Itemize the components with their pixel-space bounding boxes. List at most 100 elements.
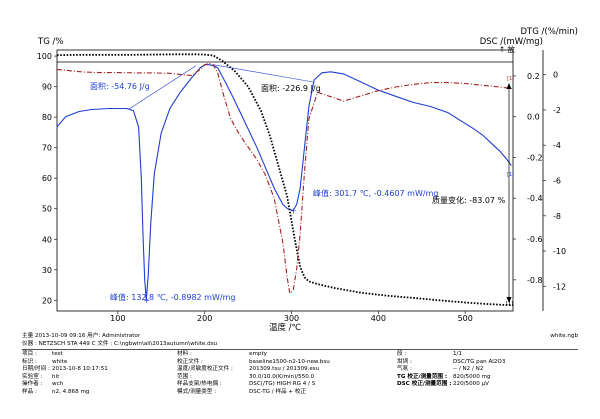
dtg-tick-label: -6 [553,177,561,186]
x-tick-label: 400 [371,314,386,323]
peak-1-marker: + [143,296,150,305]
info-key: 样品支架/热电偶 : [177,381,222,388]
info-row: 样品支架/热电偶 : DSC(/TG) HIGH RG 4 / S [177,381,330,389]
info-key: TG 校正/测量范围 : [397,373,448,380]
tg-tick-label: 100 [37,52,52,61]
tg-tick-label: 40 [42,235,52,244]
dtg-tick-label: -2 [553,106,561,115]
exo-direction-label: ↑ 放 [499,44,516,54]
tg-axis-label: TG /% [37,37,63,47]
info-row: 段 : 1/1 [397,351,505,359]
info-value: DSC/TG pan Al2O3 [453,358,506,365]
info-row: 模式/测量类型 : DSC-TG / 样品 + 校正 [177,389,330,397]
info-row: 标识 : white [22,359,108,367]
info-key: 校正文件 : [177,358,204,365]
dsc-tick-label: -0.6 [527,235,543,244]
mass-change-arrow-head-top [506,83,512,89]
info-key: 模式/测量类型 : [177,388,217,395]
mass-change-arrow-head-bottom [506,297,512,303]
area-1-label: 面积: -54.76 J/g [90,81,150,91]
dtg-curve-marker: [1] [507,76,514,82]
info-key: 材料 : [177,351,192,357]
info-row: 校正文件 : baseline1500-n2-10-new.bsu [177,359,330,367]
tg-tick-label: 60 [42,174,52,183]
tg-tick-label: 30 [42,266,52,275]
info-value: baseline1500-n2-10-new.bsu [249,358,330,365]
dtg-tick-label: -8 [553,212,561,221]
info-row: 材料 : empty [177,351,330,359]
info-value: 1/1 [453,351,463,357]
info-divider [22,349,578,350]
info-key: 标识 : [22,358,37,365]
info-value: 201309.tsu / 201309.esu [249,366,320,373]
dtg-axis-label: DTG /(%/min) [521,27,579,37]
dtg-series-line [56,62,514,295]
dsc-tick-label: -0.2 [527,153,543,162]
info-row: TG 校正/测量范围 : 820/5000 mg [397,374,505,382]
axis-ticks: 100 200 300 400 500 20 30 40 50 60 70 80 90 100 0.2 0.0… [37,52,566,323]
tg-curve-marker: [1] [506,301,513,307]
info-key: 样品 : [22,388,37,395]
x-tick-label: 500 [458,314,473,323]
dtg-tick-label: -4 [553,141,561,150]
info-row: 范围 : 30.0/10.0(K/min)/550.0 [177,374,330,382]
info-column-2: 材料 : empty 校正文件 : baseline1500-n2-10-new.bs… [177,351,330,397]
info-key: 项目 : [22,351,37,357]
dtg-tick-label: 0 [553,71,558,80]
x-tick-label: 300 [284,314,299,323]
info-key: 范围 : [177,373,192,380]
info-value: white [52,358,68,365]
x-axis-label: 温度 /℃ [269,322,302,333]
info-row: 温度/灵敏度校正文件 : 201309.tsu / 201309.esu [177,366,330,374]
integration-baseline-1 [128,65,197,110]
info-row: 气氛 : -- / N2 / N2 [397,366,505,374]
info-value: DSC-TG / 样品 + 校正 [249,388,307,395]
info-key: 段 : [397,351,407,357]
info-value: wch [52,381,64,388]
tg-tick-label: 50 [42,205,52,214]
info-row: 项目 : test [22,351,108,359]
info-value: test [52,351,63,357]
dsc-tick-label: -0.8 [527,276,543,285]
peak-2-label: 峰值: 301.7 ℃, -0.4607 mW/mg [313,188,438,198]
info-header-right: white.ngb [550,333,578,339]
dsc-tick-label: -0.4 [527,194,543,203]
info-row: 操作者 : wch [22,381,108,389]
plot-frame [56,49,514,312]
tg-tick-label: 80 [42,113,52,122]
info-key: DSC 校正/测量范围 : [397,381,452,388]
integration-baseline-2 [213,64,314,83]
info-row: 日期/时间 :2013-10-8 10:17:51 [22,366,108,374]
dsc-curve-marker: [1] [507,172,514,178]
annotations: + + 面积: -54.76 J/g 面积: -226.9 J/g 峰值: 132.8 … [90,64,514,307]
mass-change-label: 质量变化: -83.07 % [432,195,506,205]
series-lines [56,53,514,307]
dsc-series-line [56,64,512,300]
info-value: -- / N2 / N2 [453,366,484,373]
info-value: 30.0/10.0(K/min)/550.0 [249,373,315,380]
info-value: 2013-10-8 10:17:51 [52,366,108,373]
info-column-3: 段 : 1/1 坩埚 : DSC/TG pan Al2O3 气氛 : -- / N2 / … [397,351,505,389]
info-row: 实验室 : hit [22,374,108,382]
info-key: 操作者 : [22,381,43,388]
tg-tick-label: 90 [42,83,52,92]
dtg-tick-label: -12 [553,282,566,291]
info-column-1: 项目 : test 标识 : white 日期/时间 :2013-10-8 10:17:… [22,351,108,397]
info-header-left: 主量 2013-10-09 09:16 用户: Administrator [22,333,141,339]
x-tick-label: 200 [197,314,212,323]
x-tick-label: 100 [110,314,125,323]
info-row: DSC 校正/测量范围 :220/5000 µV [397,381,505,389]
area-2-label: 面积: -226.9 J/g [261,83,321,93]
info-key: 坩埚 : [397,358,412,365]
info-value: 820/5000 mg [453,373,491,380]
dtg-tick-label: -10 [553,247,566,256]
tg-tick-label: 70 [42,144,52,153]
instrument-row: 仪器 : NETZSCH STA 449 C 文件 : C:\ngbwin\al… [22,341,218,347]
dsc-tick-label: 0.2 [527,72,540,81]
info-value: n2, 4.868 mg [52,388,90,395]
info-row: 样品 : n2, 4.868 mg [22,389,108,397]
info-key: 实验室 : [22,373,43,380]
info-value: DSC(/TG) HIGH RG 4 / S [249,381,316,388]
info-value: hit [52,373,60,380]
